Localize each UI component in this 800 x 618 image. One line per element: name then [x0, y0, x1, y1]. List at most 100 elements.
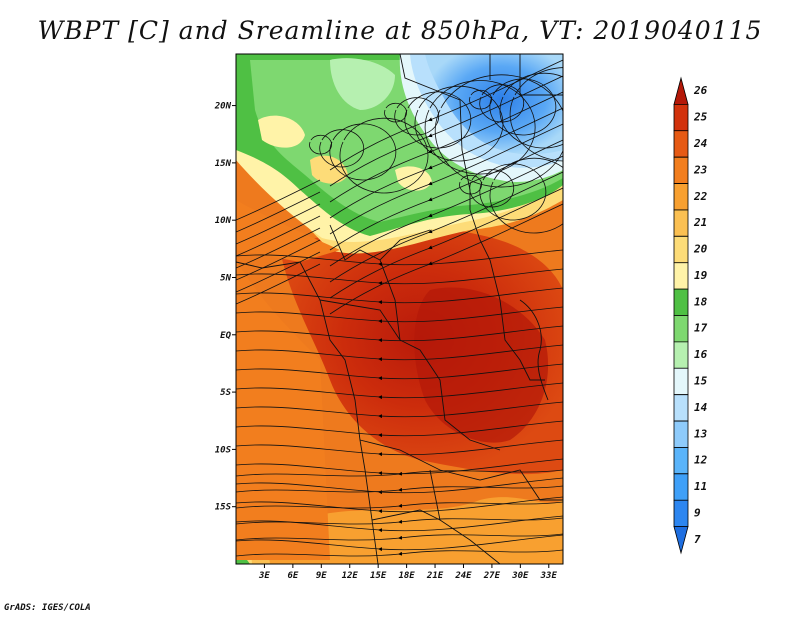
- streamline: [329, 203, 563, 315]
- colorbar-cell: [673, 499, 689, 528]
- streamline: [236, 496, 563, 514]
- lon-label: 18E: [398, 571, 415, 581]
- streamline: [329, 155, 563, 267]
- streamline: [394, 97, 440, 136]
- streamline: [479, 163, 547, 221]
- colorbar-label: 17: [694, 322, 708, 335]
- colorbar-cell: [673, 473, 689, 501]
- streamlines: [236, 59, 563, 557]
- colorbar-label: 11: [694, 480, 707, 493]
- colorbar-cell: [673, 209, 689, 237]
- colorbar: 26 25 24 23 22 21 20 19 18 17 16 15 14 13 12 11 9 7: [673, 76, 708, 555]
- lon-label: 12E: [342, 571, 359, 581]
- lon-label: 27E: [483, 571, 501, 581]
- colorbar-cell: [673, 76, 689, 105]
- streamline: [236, 485, 563, 493]
- lat-label: 10N: [215, 216, 232, 226]
- streamline: [236, 227, 321, 269]
- colorbar-label: 20: [693, 243, 708, 256]
- streamline: [236, 477, 563, 495]
- streamline: [236, 306, 563, 324]
- map-title: WBPT [C] and Sreamline at 850hPa, VT: 20…: [37, 16, 763, 45]
- colorbar-cell: [673, 235, 689, 264]
- streamline: [236, 191, 321, 233]
- colorbar-label: 7: [694, 533, 701, 546]
- colorbar-cell: [673, 420, 689, 448]
- lon-label: 6E: [287, 571, 298, 581]
- lon-label: 24E: [454, 571, 472, 581]
- colorbar-label: 12: [694, 454, 708, 467]
- streamline: [489, 157, 563, 234]
- colorbar-label: 25: [693, 111, 708, 124]
- lon-label: 21E: [426, 571, 444, 581]
- lat-label: 10S: [215, 445, 232, 455]
- streamline: [236, 439, 563, 457]
- streamline: [309, 134, 332, 155]
- streamline: [499, 72, 563, 149]
- wbpt-shaded-field: [236, 54, 563, 564]
- map-frame: [235, 53, 564, 565]
- colorbar-cell: [673, 341, 689, 369]
- streamline: [329, 91, 563, 203]
- colorbar-label: 19: [694, 269, 708, 282]
- streamline: [469, 89, 492, 110]
- colorbar-label: 22: [693, 190, 708, 203]
- colorbar-cell: [673, 526, 689, 555]
- streamline: [329, 187, 563, 299]
- colorbar-cell: [673, 367, 689, 396]
- streamline: [236, 203, 321, 245]
- colorbar-cell: [673, 103, 689, 132]
- streamline: [236, 517, 563, 525]
- streamline: [236, 268, 563, 286]
- streamline: [329, 123, 563, 235]
- streamline: [329, 123, 397, 181]
- colorbar-label: 26: [693, 84, 708, 97]
- lon-label: 33E: [540, 571, 558, 581]
- streamline: [236, 549, 563, 557]
- colorbar-label: 24: [693, 137, 708, 150]
- streamline: [236, 469, 563, 477]
- streamline: [236, 458, 563, 476]
- colorbar-cell: [673, 394, 689, 422]
- colorbar-label: 15: [694, 374, 708, 387]
- streamline: [319, 129, 365, 168]
- streamline: [434, 74, 563, 188]
- colorbar-label: 18: [694, 295, 708, 308]
- streamline: [329, 75, 563, 187]
- colorbar-label: 16: [694, 348, 708, 361]
- streamline: [236, 533, 563, 541]
- colorbar-label: 23: [693, 163, 708, 176]
- streamline: [236, 325, 563, 343]
- colorbar-cell: [673, 156, 689, 184]
- colorbar-cell: [673, 315, 689, 343]
- streamline: [236, 249, 563, 267]
- streamline: [236, 179, 321, 221]
- longitude-axis: 3E 6E 9E 12E 15E 18E 21E 24E 27E 30E 33E: [258, 564, 557, 581]
- colorbar-label: 21: [693, 216, 707, 229]
- colorbar-label: 14: [694, 401, 708, 414]
- lat-label: 20N: [214, 102, 232, 112]
- streamline: [414, 85, 504, 162]
- streamline: [459, 174, 482, 195]
- streamline: [236, 263, 321, 305]
- streamline: [329, 59, 563, 171]
- streamline: [404, 91, 472, 149]
- colorbar-cell: [673, 183, 689, 211]
- country-boundaries: [236, 54, 563, 564]
- colorbar-cell: [673, 130, 689, 158]
- lat-label: EQ: [220, 331, 231, 341]
- streamline: [236, 239, 321, 281]
- streamline: [236, 420, 563, 438]
- lon-label: 30E: [511, 571, 529, 581]
- lat-label: 15S: [215, 503, 232, 513]
- streamline: [236, 287, 563, 305]
- streamline: [236, 534, 563, 552]
- streamline: [236, 363, 563, 381]
- colorbar-cell: [673, 447, 689, 475]
- streamline: [236, 501, 563, 509]
- lat-label: 5N: [220, 273, 231, 283]
- lat-label: 15N: [215, 159, 232, 169]
- streamline: [509, 67, 563, 162]
- streamline: [236, 382, 563, 400]
- colorbar-label: 13: [694, 427, 708, 440]
